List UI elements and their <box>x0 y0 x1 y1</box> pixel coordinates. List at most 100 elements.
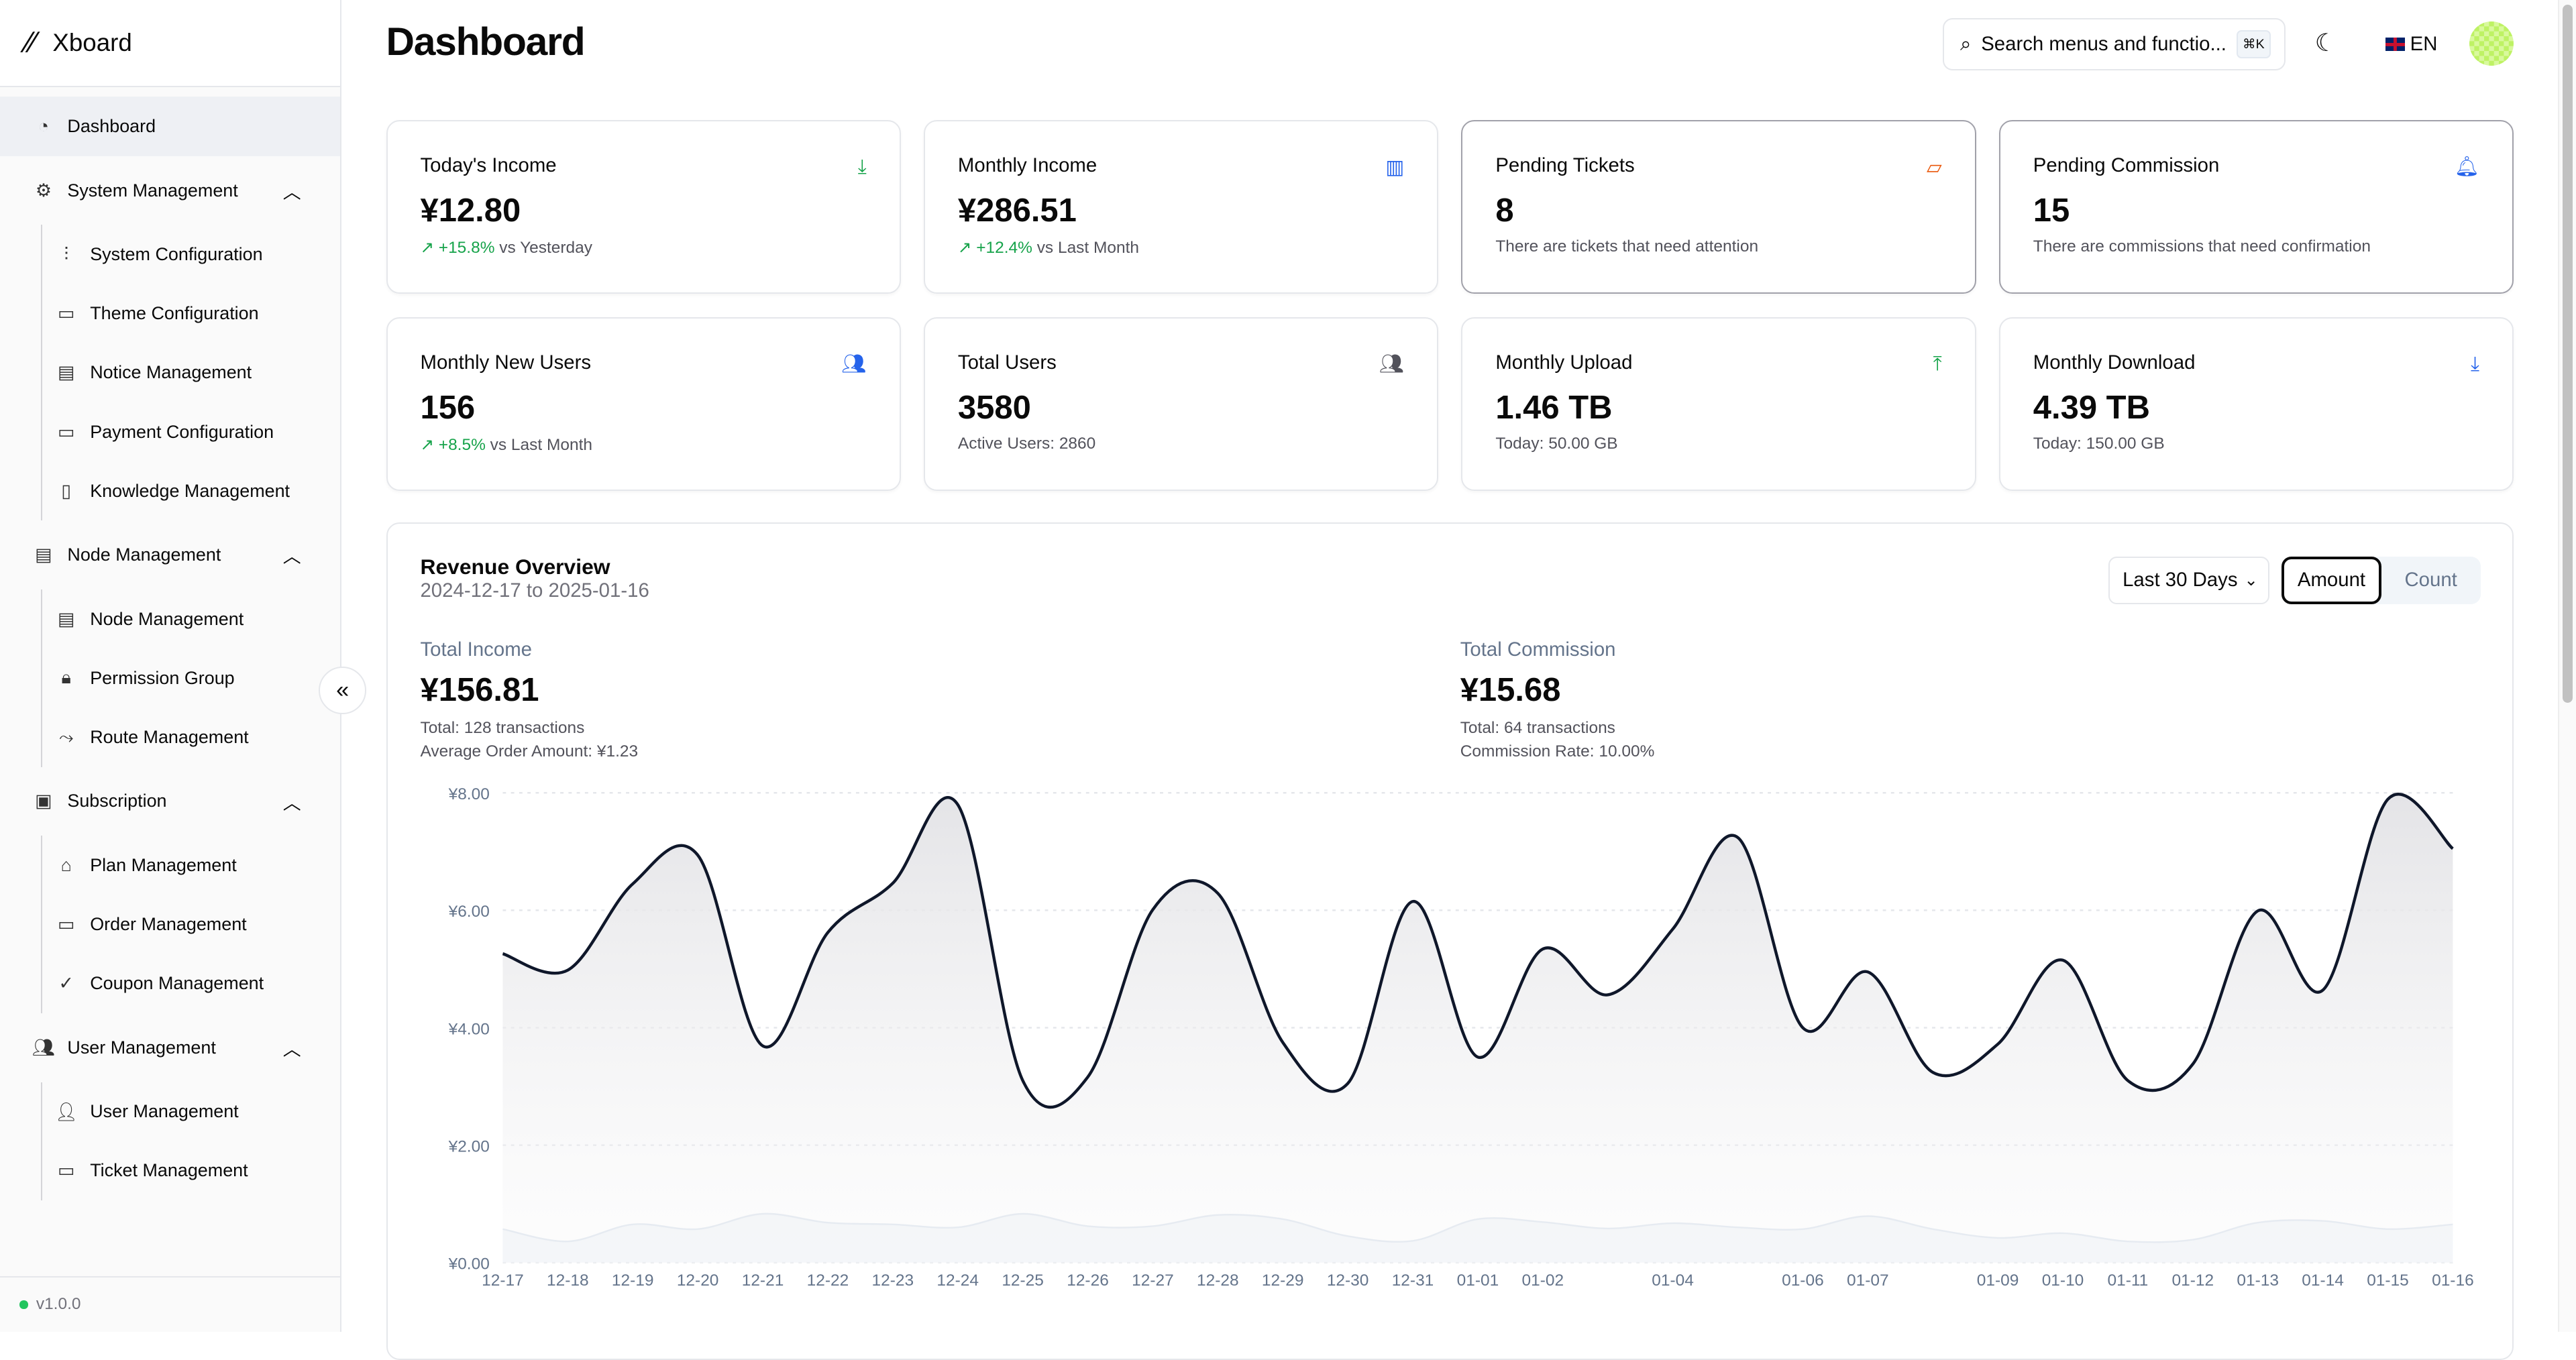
scrollbar[interactable] <box>2558 0 2576 1332</box>
toggle-amount[interactable]: Amount <box>2282 557 2381 604</box>
x-tick-label: 12-24 <box>936 1271 979 1290</box>
x-tick-label: 12-19 <box>611 1271 653 1290</box>
scrollbar-thumb[interactable] <box>2563 5 2573 703</box>
search-input[interactable]: ⌕Search menus and functio...⌘K <box>1943 18 2286 70</box>
sidebar-item-label: Coupon Management <box>90 973 264 994</box>
server-icon: ▤ <box>33 545 54 566</box>
sidebar-item[interactable]: ⫶System Configuration <box>42 225 340 284</box>
x-tick-label: 01-09 <box>1976 1271 2019 1290</box>
revenue-overview-panel: Revenue Overview 2024-12-17 to 2025-01-1… <box>386 522 2514 1360</box>
ticket-icon: ▭ <box>56 1160 77 1182</box>
card-subtext: Today: 150.00 GB <box>2033 435 2479 453</box>
stat-card[interactable]: Pending Commission🔔︎ 15 There are commissi… <box>1999 120 2514 294</box>
subscription-icon: ▣ <box>33 791 54 812</box>
collapse-sidebar-button[interactable]: « <box>319 667 366 714</box>
x-tick-label: 01-07 <box>1847 1271 1889 1290</box>
stat-card[interactable]: Today's Income⤓¥12.80↗ +15.8% vs Yesterd… <box>386 120 901 294</box>
card-note: Active Users: 2860 <box>958 435 1095 453</box>
trend-up-icon: ↗ <box>420 436 438 454</box>
sidebar-item[interactable]: ▤Notice Management <box>42 343 340 402</box>
card-label: Today's Income <box>420 154 866 177</box>
chevron-up-icon: ︿ <box>283 1035 301 1061</box>
sidebar-item[interactable]: ▯Knowledge Management <box>42 461 340 520</box>
x-tick-label: 01-15 <box>2367 1271 2409 1290</box>
card-note: vs Last Month <box>490 436 592 454</box>
uk-flag-icon <box>2385 38 2405 51</box>
sidebar-group[interactable]: 👥︎User Management︿ <box>0 1013 340 1082</box>
y-tick-label: ¥6.00 <box>447 903 489 921</box>
sidebar-item[interactable]: ▤ Node Management <box>42 589 340 648</box>
credit-card-icon: ▭ <box>56 421 77 443</box>
messages-icon: ▱ <box>1927 156 1942 179</box>
stat-card[interactable]: Monthly Income▥¥286.51↗ +12.4% vs Last M… <box>924 120 1438 294</box>
logo[interactable]: ⁄⁄Xboard <box>0 0 340 87</box>
period-select[interactable]: Last 30 Days⌄ <box>2108 557 2269 604</box>
sidebar-item[interactable]: ⤳Route Management <box>42 707 340 767</box>
theme-toggle-moon-icon[interactable]: ☾ <box>2315 28 2337 57</box>
toggle-count[interactable]: Count <box>2381 557 2481 604</box>
sidebar-item-label: Ticket Management <box>90 1160 248 1181</box>
search-icon: ⌕ <box>1960 33 1971 56</box>
sidebar-item-label: Plan Management <box>90 855 237 876</box>
sidebar-submenu: ⌂ Plan Management ▭Order Management✓Coupon… <box>41 836 340 1013</box>
sidebar-item[interactable]: ⌂ Plan Management <box>42 836 340 895</box>
sidebar-group[interactable]: ▣Subscription︿ <box>0 767 340 836</box>
server-icon: ▤ <box>56 608 77 630</box>
x-tick-label: 12-21 <box>741 1271 784 1290</box>
stat-cards: Today's Income⤓¥12.80↗ +15.8% vs Yesterd… <box>386 120 2514 491</box>
stat-card[interactable]: Monthly New Users👥︎156↗ +8.5% vs Last Mo… <box>386 317 901 492</box>
card-subtext: There are commissions that need confirma… <box>2033 237 2479 256</box>
store-icon: ⌂ <box>56 855 77 876</box>
sidebar-item[interactable]: 🔒︎Permission Group <box>42 648 340 707</box>
series-area-0 <box>502 794 2453 1262</box>
sidebar-item-dashboard[interactable]: ◔Dashboard <box>0 97 340 156</box>
card-value: 15 <box>2033 192 2479 229</box>
x-tick-label: 12-26 <box>1067 1271 1109 1290</box>
card-value: 1.46 TB <box>1495 389 1941 427</box>
group-label: Node Management <box>67 545 221 565</box>
group-label: System Management <box>67 180 237 201</box>
sidebar-item[interactable]: ▭Theme Configuration <box>42 284 340 343</box>
card-label: Pending Commission <box>2033 154 2479 177</box>
sidebar-item-label: Payment Configuration <box>90 422 274 443</box>
sidebar-item-label: Node Management <box>90 609 244 630</box>
stat-average: Average Order Amount: ¥1.23 <box>420 742 638 761</box>
shortcut-badge: ⌘K <box>2237 30 2271 59</box>
avatar[interactable] <box>2469 21 2514 66</box>
chevron-up-icon: ︿ <box>283 178 301 204</box>
x-tick-label: 12-25 <box>1002 1271 1044 1290</box>
sidebar-item[interactable]: 👤︎User Management <box>42 1082 340 1141</box>
language-switcher[interactable]: EN <box>2385 33 2438 56</box>
trend-up-icon: ↗ <box>958 239 976 257</box>
stat-rate: Commission Rate: 10.00% <box>1460 742 1655 761</box>
sidebar-item[interactable]: ▭ Payment Configuration <box>42 402 340 461</box>
card-value: 3580 <box>958 389 1404 427</box>
lock-icon: 🔒︎ <box>56 667 77 689</box>
stat-label: Total Income <box>420 638 638 661</box>
logo-icon: ⁄⁄ <box>26 26 36 60</box>
card-label: Monthly Income <box>958 154 1404 177</box>
sidebar-group[interactable]: ⚙System Management︿ <box>0 156 340 225</box>
sidebar-item[interactable]: ▭ Ticket Management <box>42 1141 340 1200</box>
sidebar-item[interactable]: ▭Order Management <box>42 895 340 954</box>
card-label: Pending Tickets <box>1495 154 1941 177</box>
monitor-icon: ▭ <box>56 303 77 325</box>
sidebar-submenu: ⫶System Configuration▭Theme Configuratio… <box>41 225 340 520</box>
card-label: Monthly Upload <box>1495 351 1941 374</box>
card-subtext: Active Users: 2860 <box>958 435 1404 453</box>
sliders-icon: ⫶ <box>56 244 77 266</box>
sidebar-item[interactable]: ✓Coupon Management <box>42 954 340 1013</box>
sidebar-group[interactable]: ▤Node Management︿ <box>0 520 340 589</box>
bell-icon: 🔔︎ <box>2455 156 2479 178</box>
x-tick-label: 12-31 <box>1391 1271 1434 1290</box>
card-label: Monthly Download <box>2033 351 2479 374</box>
chevron-down-icon: ⌄ <box>2244 570 2258 590</box>
x-tick-label: 12-17 <box>482 1271 524 1290</box>
chevron-up-icon: ︿ <box>283 789 301 815</box>
